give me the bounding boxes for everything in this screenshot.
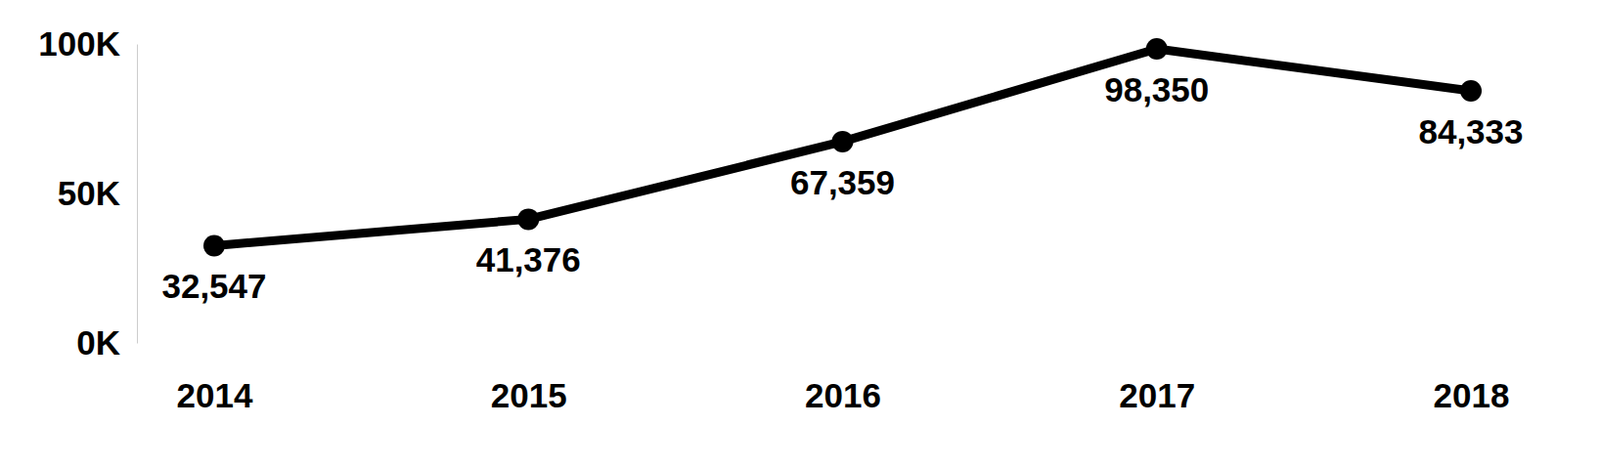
data-label: 84,333 xyxy=(1418,112,1523,151)
marker xyxy=(203,234,225,257)
y-tick: 50K xyxy=(57,174,137,213)
data-label: 98,350 xyxy=(1104,70,1209,109)
marker xyxy=(517,208,539,230)
x-tick: 2018 xyxy=(1433,376,1511,415)
x-tick-label: 2018 xyxy=(1433,376,1511,415)
y-tick: 0K xyxy=(76,323,137,362)
data-label: 67,359 xyxy=(790,163,895,202)
marker xyxy=(1146,38,1168,60)
x-tick-label: 2017 xyxy=(1118,376,1196,415)
y-tick-label: 50K xyxy=(57,174,121,213)
x-tick: 2017 xyxy=(1118,376,1196,415)
data-label: 41,376 xyxy=(476,240,581,279)
x-tick: 2015 xyxy=(490,376,568,415)
line xyxy=(214,48,1471,246)
y-axis: 0K 50K 100K xyxy=(38,24,137,362)
marker xyxy=(832,131,854,153)
plot-area xyxy=(203,38,1482,257)
x-tick: 2016 xyxy=(804,376,882,415)
data-label: 32,547 xyxy=(161,266,267,306)
x-tick-label: 2014 xyxy=(177,376,254,415)
y-tick: 100K xyxy=(38,24,137,63)
x-tick-label: 2015 xyxy=(490,376,568,415)
marker xyxy=(1460,80,1482,102)
y-axis-line xyxy=(136,44,138,345)
data-labels: 32,547 41,376 67,359 98,350 84,333 xyxy=(161,70,1523,306)
x-axis: 2014 2015 2016 2017 2018 xyxy=(177,376,1511,415)
chart: 0K 50K 100K 2014 2015 2016 2017 2018 32,547 41,37… xyxy=(0,0,1600,469)
y-tick-label: 0K xyxy=(76,323,121,362)
x-tick-label: 2016 xyxy=(804,376,882,415)
x-tick: 2014 xyxy=(177,376,254,415)
y-tick-label: 100K xyxy=(38,24,121,63)
